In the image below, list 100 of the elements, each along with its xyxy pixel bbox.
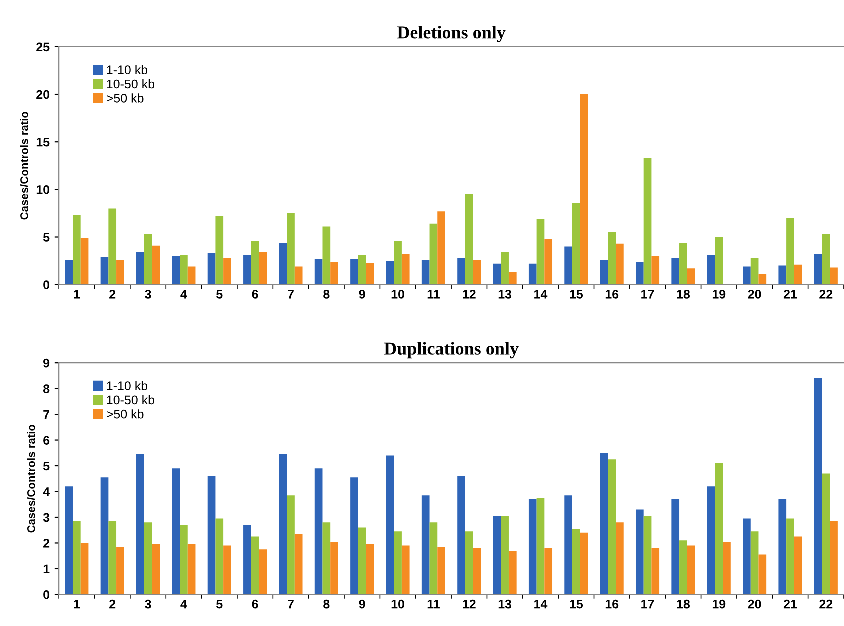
bar (358, 528, 366, 595)
bar (814, 378, 822, 595)
bar (814, 254, 822, 285)
x-tick-label: 2 (110, 600, 116, 609)
chart-title: Duplications only (384, 342, 519, 359)
bar (572, 203, 580, 285)
x-tick-label: 15 (570, 290, 584, 299)
bar (493, 264, 502, 285)
bar (402, 546, 410, 595)
bar (366, 544, 374, 595)
x-tick-label: 13 (498, 600, 512, 609)
y-tick-label: 6 (44, 436, 50, 445)
x-tick-label: 8 (324, 290, 330, 299)
bar (350, 478, 358, 595)
bar (259, 550, 268, 595)
bar (508, 272, 517, 285)
bar (715, 237, 724, 285)
x-tick-label: 20 (748, 600, 762, 609)
bar (743, 518, 751, 595)
legend-label: 10-50 kb (107, 79, 154, 89)
bar (65, 486, 73, 595)
bar (279, 242, 288, 285)
bar (322, 522, 331, 595)
bar (644, 158, 652, 285)
bar (473, 260, 482, 285)
bar (259, 252, 268, 285)
y-tick-label: 15 (36, 138, 50, 147)
bar (438, 547, 446, 595)
bar (544, 548, 553, 595)
bar (294, 266, 303, 285)
x-tick-label: 9 (359, 290, 366, 299)
x-tick-label: 14 (534, 600, 548, 609)
bar (672, 499, 680, 595)
bar (72, 521, 81, 595)
bar (687, 546, 696, 595)
bar (465, 194, 474, 285)
x-tick-label: 17 (642, 600, 654, 609)
x-tick-label: 10 (392, 290, 404, 299)
legend-label: 1-10 kb (107, 65, 148, 75)
legend-label: 10-50 kb (107, 395, 154, 405)
bar (116, 260, 124, 285)
bar (564, 246, 572, 285)
bar (750, 532, 759, 595)
bar (422, 260, 430, 285)
bar (180, 525, 188, 595)
bar (438, 212, 446, 285)
bar (251, 241, 260, 285)
x-tick-label: 14 (534, 290, 548, 299)
bar (422, 496, 430, 595)
bar (600, 453, 608, 595)
legend-label: >50 kb (106, 94, 144, 103)
bar (528, 499, 537, 595)
x-tick-label: 22 (820, 600, 833, 609)
bar (830, 521, 838, 595)
bar (144, 234, 152, 285)
bar (100, 478, 109, 595)
bar (680, 540, 688, 595)
bar (65, 260, 73, 285)
bar (287, 496, 295, 595)
bar (172, 468, 180, 595)
x-tick-label: 1 (74, 290, 80, 299)
bar (251, 536, 260, 595)
y-tick-label: 1 (44, 564, 50, 574)
bar (680, 242, 688, 285)
bar (136, 454, 144, 595)
bar (244, 525, 252, 595)
y-tick-label: 9 (44, 358, 50, 368)
bar (501, 516, 509, 595)
y-tick-label: 7 (44, 410, 50, 420)
y-tick-label: 25 (36, 42, 50, 52)
bar (572, 529, 580, 595)
bar (180, 255, 188, 285)
y-tick-label: 20 (36, 90, 50, 100)
x-tick-label: 11 (428, 600, 440, 609)
bar (152, 544, 160, 595)
x-tick-label: 6 (252, 600, 258, 609)
bar (80, 238, 89, 285)
bar (758, 554, 767, 595)
bar (188, 544, 196, 595)
bar (644, 516, 652, 595)
bar (430, 224, 438, 285)
x-tick-label: 1 (74, 600, 80, 609)
x-tick-label: 21 (784, 290, 798, 299)
x-tick-label: 20 (748, 290, 762, 299)
x-tick-label: 3 (145, 290, 152, 299)
x-tick-label: 19 (712, 600, 726, 609)
bar (116, 547, 124, 595)
x-tick-label: 6 (252, 290, 258, 299)
x-tick-label: 15 (570, 600, 584, 609)
x-tick-label: 18 (677, 290, 690, 299)
bar (822, 474, 830, 595)
bar (330, 262, 338, 285)
bar (636, 262, 644, 285)
bar (314, 259, 323, 285)
y-tick-label: 2 (44, 539, 50, 548)
bar (188, 266, 196, 285)
bar (743, 266, 751, 285)
bar (72, 215, 81, 285)
bar (544, 239, 553, 285)
bar (536, 498, 545, 595)
